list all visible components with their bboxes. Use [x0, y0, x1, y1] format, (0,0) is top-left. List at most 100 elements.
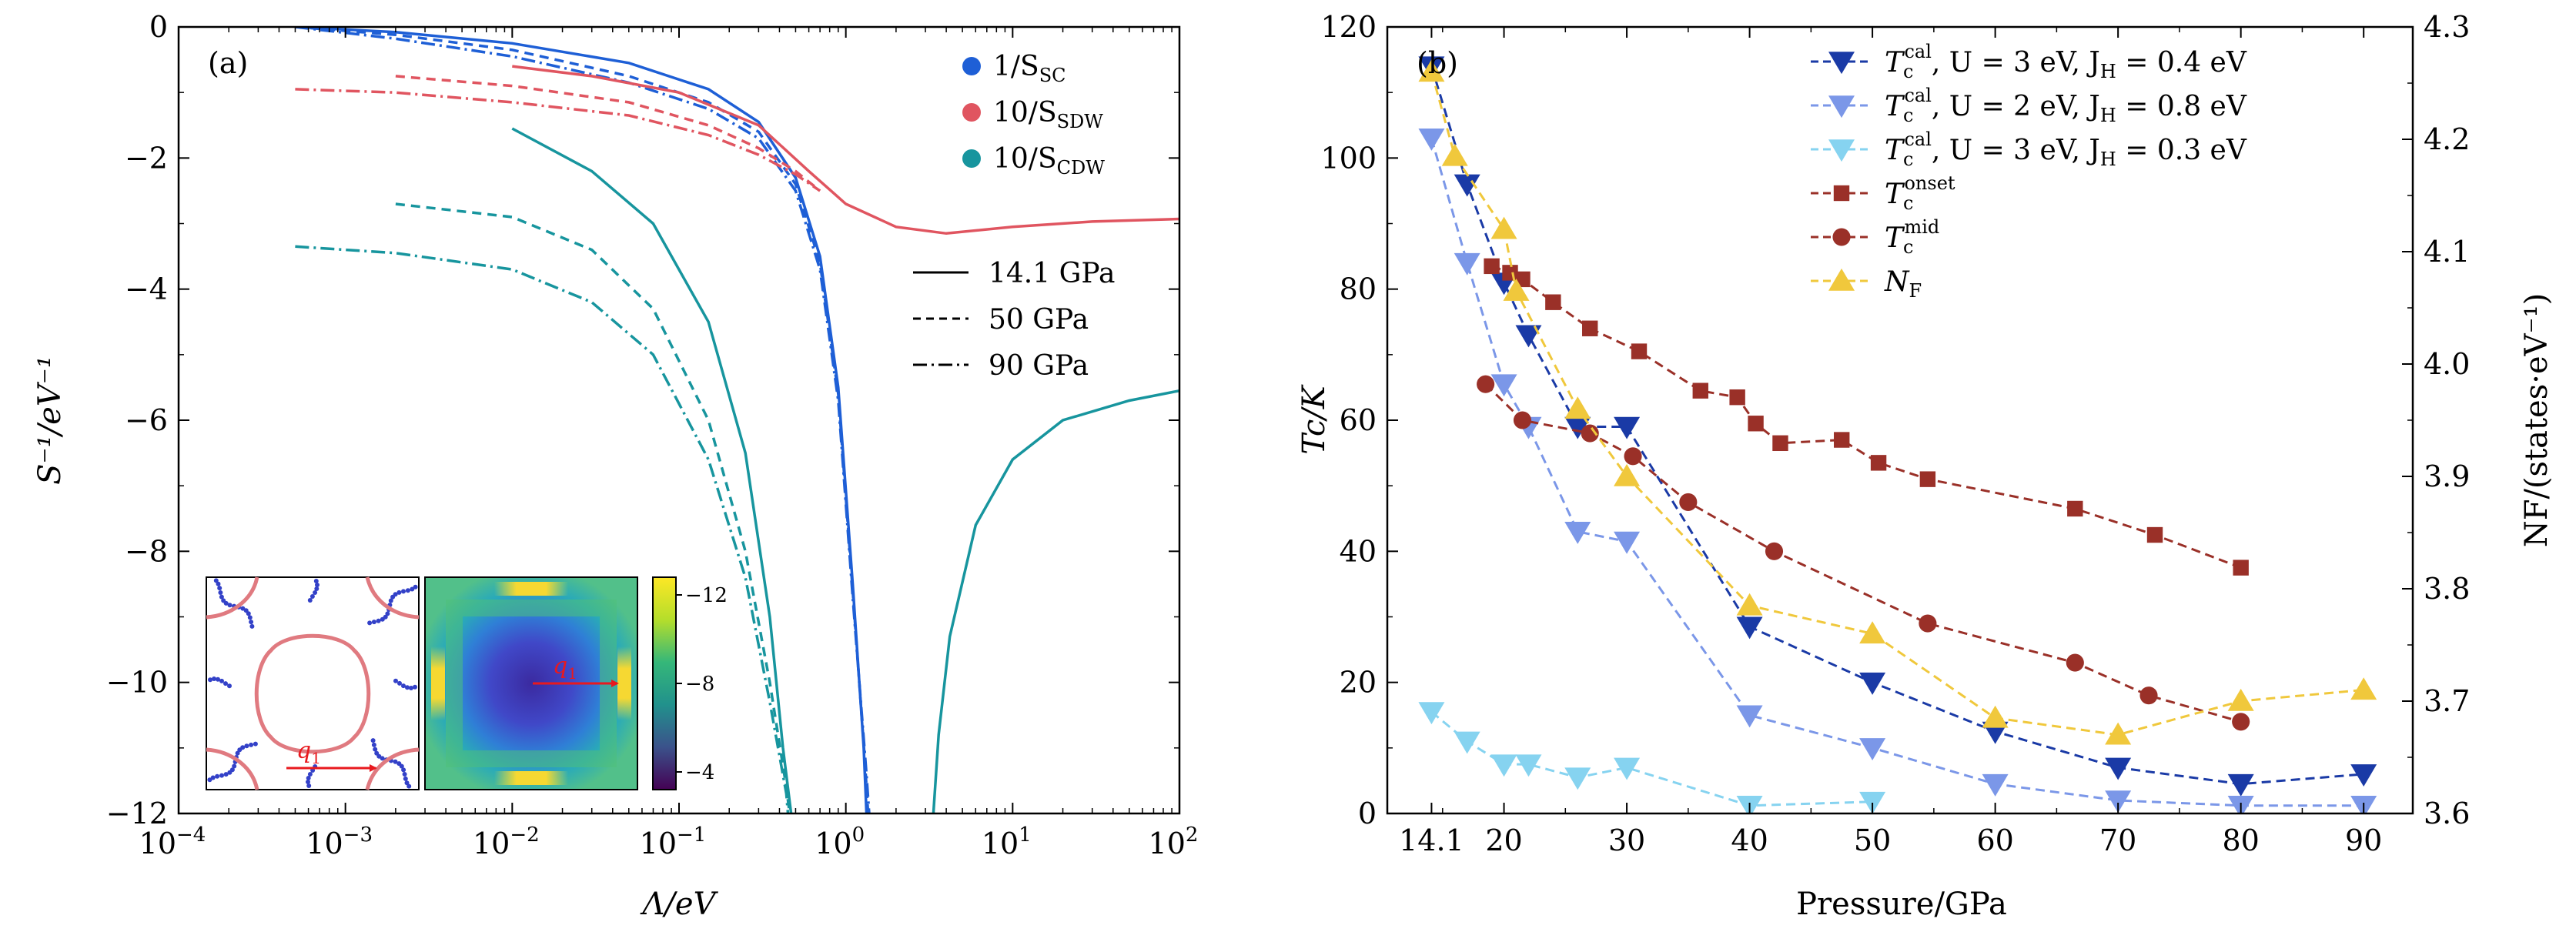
curve-cdw-14-1-gpa [511, 127, 793, 813]
y-tick-label: −6 [125, 403, 168, 437]
panel-b-label: (b) [1417, 46, 1458, 80]
q1-label-fermi: q1 [296, 737, 321, 767]
legend-label-tc-cal-u-3-ev-jh-0-4-ev: Tccal, U = 3 eV, JH = 0.4 eV [1885, 41, 2247, 82]
fermi-dot [235, 750, 240, 756]
data-point-tc-onset [2233, 560, 2249, 576]
fermi-dot [393, 678, 398, 683]
panel-a-y-axis-label: S⁻¹/eV⁻¹ [32, 356, 68, 485]
fermi-dot [227, 770, 233, 775]
data-point-tc-onset [1692, 382, 1708, 399]
data-point-nf [1859, 621, 1886, 644]
colorbar-tick: −8 [685, 673, 714, 696]
fermi-dot [307, 598, 313, 603]
fermi-dot [388, 598, 393, 603]
data-point-tc-cal-u-3-ev-jh-0-4-ev [1736, 616, 1763, 640]
series-line-tc-cal-u-2-ev-jh-0-8-ev [1430, 138, 2364, 807]
x-tick-label: 30 [1608, 823, 1645, 857]
fermi-dot [370, 738, 376, 743]
legend-label-tc-cal-u-3-ev-jh-0-3-ev: Tccal, U = 3 eV, JH = 0.3 eV [1885, 129, 2247, 170]
fermi-dot [413, 584, 418, 590]
panel-a-style-legend: 14.1 GPa 50 GPa 90 GPa [913, 258, 1115, 382]
data-point-tc-mid [1513, 411, 1532, 429]
data-point-tc-mid [1581, 424, 1599, 443]
data-point-tc-cal-u-3-ev-jh-0-4-ev [1564, 416, 1591, 439]
data-point-tc-cal-u-2-ev-jh-0-8-ev [1614, 531, 1641, 554]
fermi-dot [213, 578, 219, 583]
fermi-dot [405, 588, 410, 593]
fermi-dot [406, 783, 412, 789]
data-point-tc-mid [1765, 542, 1784, 560]
heatmap-hotspot-top [494, 582, 568, 596]
y-tick-label: 100 [1320, 141, 1377, 175]
x-tick-label: 10−2 [473, 823, 540, 860]
fermi-dot [212, 676, 216, 681]
fermi-dot [221, 598, 226, 603]
panel-a-color-legend: 1/SSC 10/SSDW 10/SCDW [962, 51, 1105, 179]
inset-fermi-surface: q1 [206, 576, 420, 790]
y-tick-label: −10 [106, 666, 168, 700]
data-point-nf [1614, 463, 1641, 486]
panel-b: 14.1 20 30 40 50 60 70 80 90 0 20 40 60 80 100 120 3.6 3.… [1296, 10, 2554, 922]
curve-sdw-90-gpa [295, 88, 821, 192]
y-right-tick-label: 3.9 [2424, 459, 2470, 493]
y-tick-label: −4 [125, 272, 168, 306]
fermi-dot [249, 623, 255, 629]
fermi-dot [405, 685, 410, 690]
colorbar-tick: −4 [685, 761, 714, 784]
fermi-dot [216, 581, 221, 586]
series-line-tc-onset [1491, 265, 2242, 570]
data-point-tc-cal-u-2-ev-jh-0-8-ev [1564, 522, 1591, 544]
legend-label-90gpa: 90 GPa [989, 350, 1089, 382]
fermi-dot [306, 783, 312, 788]
data-point-tc-cal-u-2-ev-jh-0-8-ev [2105, 790, 2132, 813]
legend-marker-tc-cal-u-3-ev-jh-0-4-ev [1828, 52, 1855, 75]
data-point-tc-mid [1624, 447, 1642, 466]
data-point-tc-mid [1919, 614, 1937, 633]
fermi-dot [404, 780, 410, 786]
fermi-dot [306, 776, 311, 780]
fermi-dot [240, 606, 246, 611]
legend-label-cdw: 10/SCDW [993, 143, 1105, 179]
fermi-dot [371, 742, 376, 747]
fermi-dot [401, 683, 406, 689]
data-point-tc-onset [1545, 294, 1561, 310]
fermi-dot [413, 684, 417, 690]
y-tick-label: 120 [1320, 10, 1377, 44]
data-point-nf [1418, 59, 1445, 82]
data-point-tc-cal-u-3-ev-jh-0-4-ev [1859, 672, 1886, 695]
data-point-tc-cal-u-3-ev-jh-0-4-ev [2105, 757, 2132, 780]
series-line-tc-mid [1484, 383, 2242, 723]
fermi-dot [249, 620, 254, 625]
y-tick-label: 40 [1340, 534, 1377, 568]
panel-a-x-axis-label: Λ/eV [640, 887, 719, 922]
y-right-tick-label: 3.6 [2424, 797, 2470, 830]
fermi-dot [219, 773, 224, 778]
data-point-tc-cal-u-3-ev-jh-0-3-ev [1454, 731, 1480, 754]
fermi-dot [385, 611, 390, 616]
fermi-dot [383, 614, 388, 620]
data-point-tc-cal-u-3-ev-jh-0-3-ev [1515, 754, 1542, 777]
panel-a: q1 q1 −12 −8 −4 10−4 10−3 10−2 10−1 100 101 10… [32, 10, 1198, 922]
data-point-tc-onset [2067, 500, 2083, 517]
panel-a-label: (a) [208, 46, 248, 80]
legend-label-50gpa: 50 GPa [989, 304, 1089, 336]
y-right-tick-label: 4.1 [2424, 235, 2470, 269]
data-point-tc-cal-u-2-ev-jh-0-8-ev [1418, 129, 1445, 151]
fermi-surface-dots [207, 578, 418, 789]
fermi-dot [403, 776, 408, 781]
data-point-tc-onset [1748, 416, 1764, 432]
fermi-dot [218, 590, 223, 595]
panel-b-left-axis-label: Tc/K [1296, 384, 1332, 454]
fermi-dot [397, 680, 402, 686]
fermi-dot [227, 603, 233, 608]
curve-cdw-90-gpa [295, 245, 790, 813]
y-right-tick-label: 3.7 [2424, 684, 2470, 718]
fermi-dot [399, 763, 404, 769]
curve-sdw-14-1-gpa [512, 65, 1179, 236]
data-point-nf [2350, 677, 2377, 700]
fermi-dot [243, 608, 249, 613]
data-point-tc-onset [1870, 455, 1887, 471]
data-point-tc-cal-u-2-ev-jh-0-8-ev [1982, 773, 2009, 797]
